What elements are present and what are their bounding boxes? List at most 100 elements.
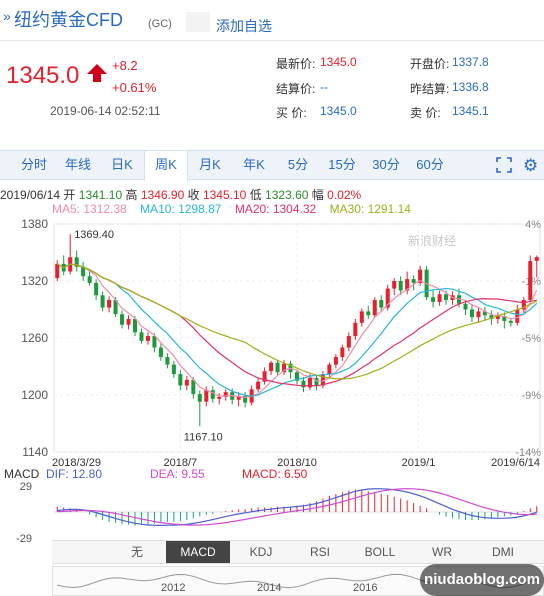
candle-body (120, 314, 125, 325)
indicator-tabs: 无 MACD KDJ RSI BOLL WR DMI (52, 540, 544, 564)
high-annotation: 1369.40 (74, 229, 114, 241)
candle-body (534, 257, 539, 261)
candle-body (444, 294, 449, 300)
ticker-input-blank[interactable] (186, 12, 210, 32)
candle-body (327, 364, 332, 375)
candle-body (210, 390, 215, 399)
candle-body (469, 309, 474, 318)
open-label: 开 (63, 188, 76, 202)
macd-info: MACD DIF: 12.80 DEA: 9.55 MACD: 6.50 (4, 467, 308, 481)
pct-tick-label: 4% (525, 219, 541, 231)
tab-monthly-k[interactable]: 月K (199, 157, 221, 172)
header-divider (0, 40, 544, 41)
indicator-boll[interactable]: BOLL (364, 545, 396, 559)
tab-daily-k[interactable]: 日K (111, 157, 133, 172)
candle-body (314, 377, 319, 386)
y-tick-label: 1380 (21, 217, 48, 231)
ohlc-info: 2019/06/14 开 1341.10 高 1346.90 收 1345.10… (0, 186, 361, 203)
tab-yearly-k[interactable]: 年K (243, 157, 265, 172)
gear-icon[interactable]: ⚙ (523, 156, 539, 175)
dea-value: DEA: 9.55 (150, 467, 205, 481)
quote-value: 1345.1 (452, 104, 489, 118)
open-value: 1341.10 (78, 188, 123, 202)
double-chevron-icon[interactable]: » (3, 8, 11, 24)
tab-60min[interactable]: 60分 (416, 157, 444, 172)
candle-body (236, 395, 241, 400)
low-label: 低 (249, 188, 262, 202)
macd-panel: 29 -29 (16, 481, 540, 544)
quote-value: 1345.0 (320, 104, 357, 118)
candle-body (307, 377, 312, 388)
candle-body (223, 392, 228, 397)
tab-15min[interactable]: 15分 (328, 157, 356, 172)
pct-tick-label: -14% (515, 447, 541, 459)
indicator-macd[interactable]: MACD (166, 541, 230, 563)
y-tick-label: 1260 (21, 331, 48, 345)
candle-body (191, 379, 196, 395)
ma20-value: MA20: 1304.32 (234, 202, 317, 216)
candle-body (81, 266, 86, 277)
tab-5min[interactable]: 5分 (287, 157, 309, 172)
candle-body (145, 336, 150, 341)
header-bar (0, 0, 544, 40)
candle-body (178, 374, 183, 386)
candle-body (385, 288, 390, 308)
amp-value: 0.02% (327, 188, 362, 202)
add-favorite-link[interactable]: 添加自选 (216, 18, 272, 34)
up-arrow-icon (87, 64, 107, 82)
dif-value: DIF: 12.80 (46, 467, 102, 481)
candle-body (301, 380, 306, 388)
close-value: 1345.10 (202, 188, 247, 202)
y-tick-label: 1320 (21, 274, 48, 288)
chart-grid (53, 223, 541, 453)
page-title: 纽约黄金CFD (14, 10, 123, 30)
quote-label: 卖 价: (410, 106, 441, 120)
quote-label: 开盘价: (410, 57, 450, 71)
candle-body (320, 374, 325, 386)
tab-30min[interactable]: 30分 (372, 157, 400, 172)
candle-body (171, 364, 176, 375)
candle-body (282, 363, 287, 373)
candle-body (152, 336, 157, 348)
candle-body (359, 311, 364, 323)
indicator-dmi[interactable]: DMI (492, 545, 514, 559)
candle-body (100, 295, 105, 308)
low-value: 1323.60 (265, 188, 309, 202)
quote-value: 1336.8 (452, 80, 489, 94)
fullscreen-icon[interactable] (496, 157, 512, 173)
tab-year-line[interactable]: 年线 (64, 157, 91, 172)
period-tabs: 分时 年线 日K 周K 月K 年K 5分 15分 30分 60分 ⚙ (0, 150, 544, 181)
candle-body (392, 281, 397, 289)
indicator-rsi[interactable]: RSI (309, 545, 330, 559)
tab-weekly-k[interactable]: 周K (144, 151, 188, 181)
candle-body (521, 300, 526, 310)
x-tick-label: 2019/6/14 (491, 457, 540, 469)
candles (55, 234, 539, 427)
candle-body (372, 300, 377, 316)
nav-year: 2014 (257, 582, 281, 594)
indicator-kdj[interactable]: KDJ (249, 545, 273, 559)
ma-info: MA5: 1312.38 MA10: 1298.87 MA20: 1304.32… (0, 202, 411, 216)
macd-value: MACD: 6.50 (242, 467, 308, 481)
info-date: 2019/06/14 (0, 188, 61, 202)
quote-label: 买 价: (276, 106, 307, 120)
quote-value: -- (320, 80, 328, 94)
candle-body (411, 279, 416, 283)
quote-value: 1337.8 (452, 55, 489, 69)
macd-label: MACD (4, 467, 40, 481)
candle-body (87, 276, 92, 283)
candle-body (515, 309, 520, 323)
time-axis: 2018/3/29 2018/7 2018/10 2019/1 2019/6/14 (52, 457, 540, 469)
candle-body (346, 336, 351, 348)
candle-body (463, 303, 468, 310)
quote-label: 最新价: (276, 57, 316, 71)
candle-body (94, 282, 99, 296)
tab-intraday[interactable]: 分时 (20, 157, 47, 172)
x-tick-label: 2019/1 (402, 457, 436, 469)
indicator-wr[interactable]: WR (432, 545, 452, 559)
y-tick-label: 1200 (21, 388, 48, 402)
indicator-none[interactable]: 无 (130, 545, 143, 559)
candle-body (502, 316, 507, 321)
amp-label: 幅 (311, 188, 324, 202)
